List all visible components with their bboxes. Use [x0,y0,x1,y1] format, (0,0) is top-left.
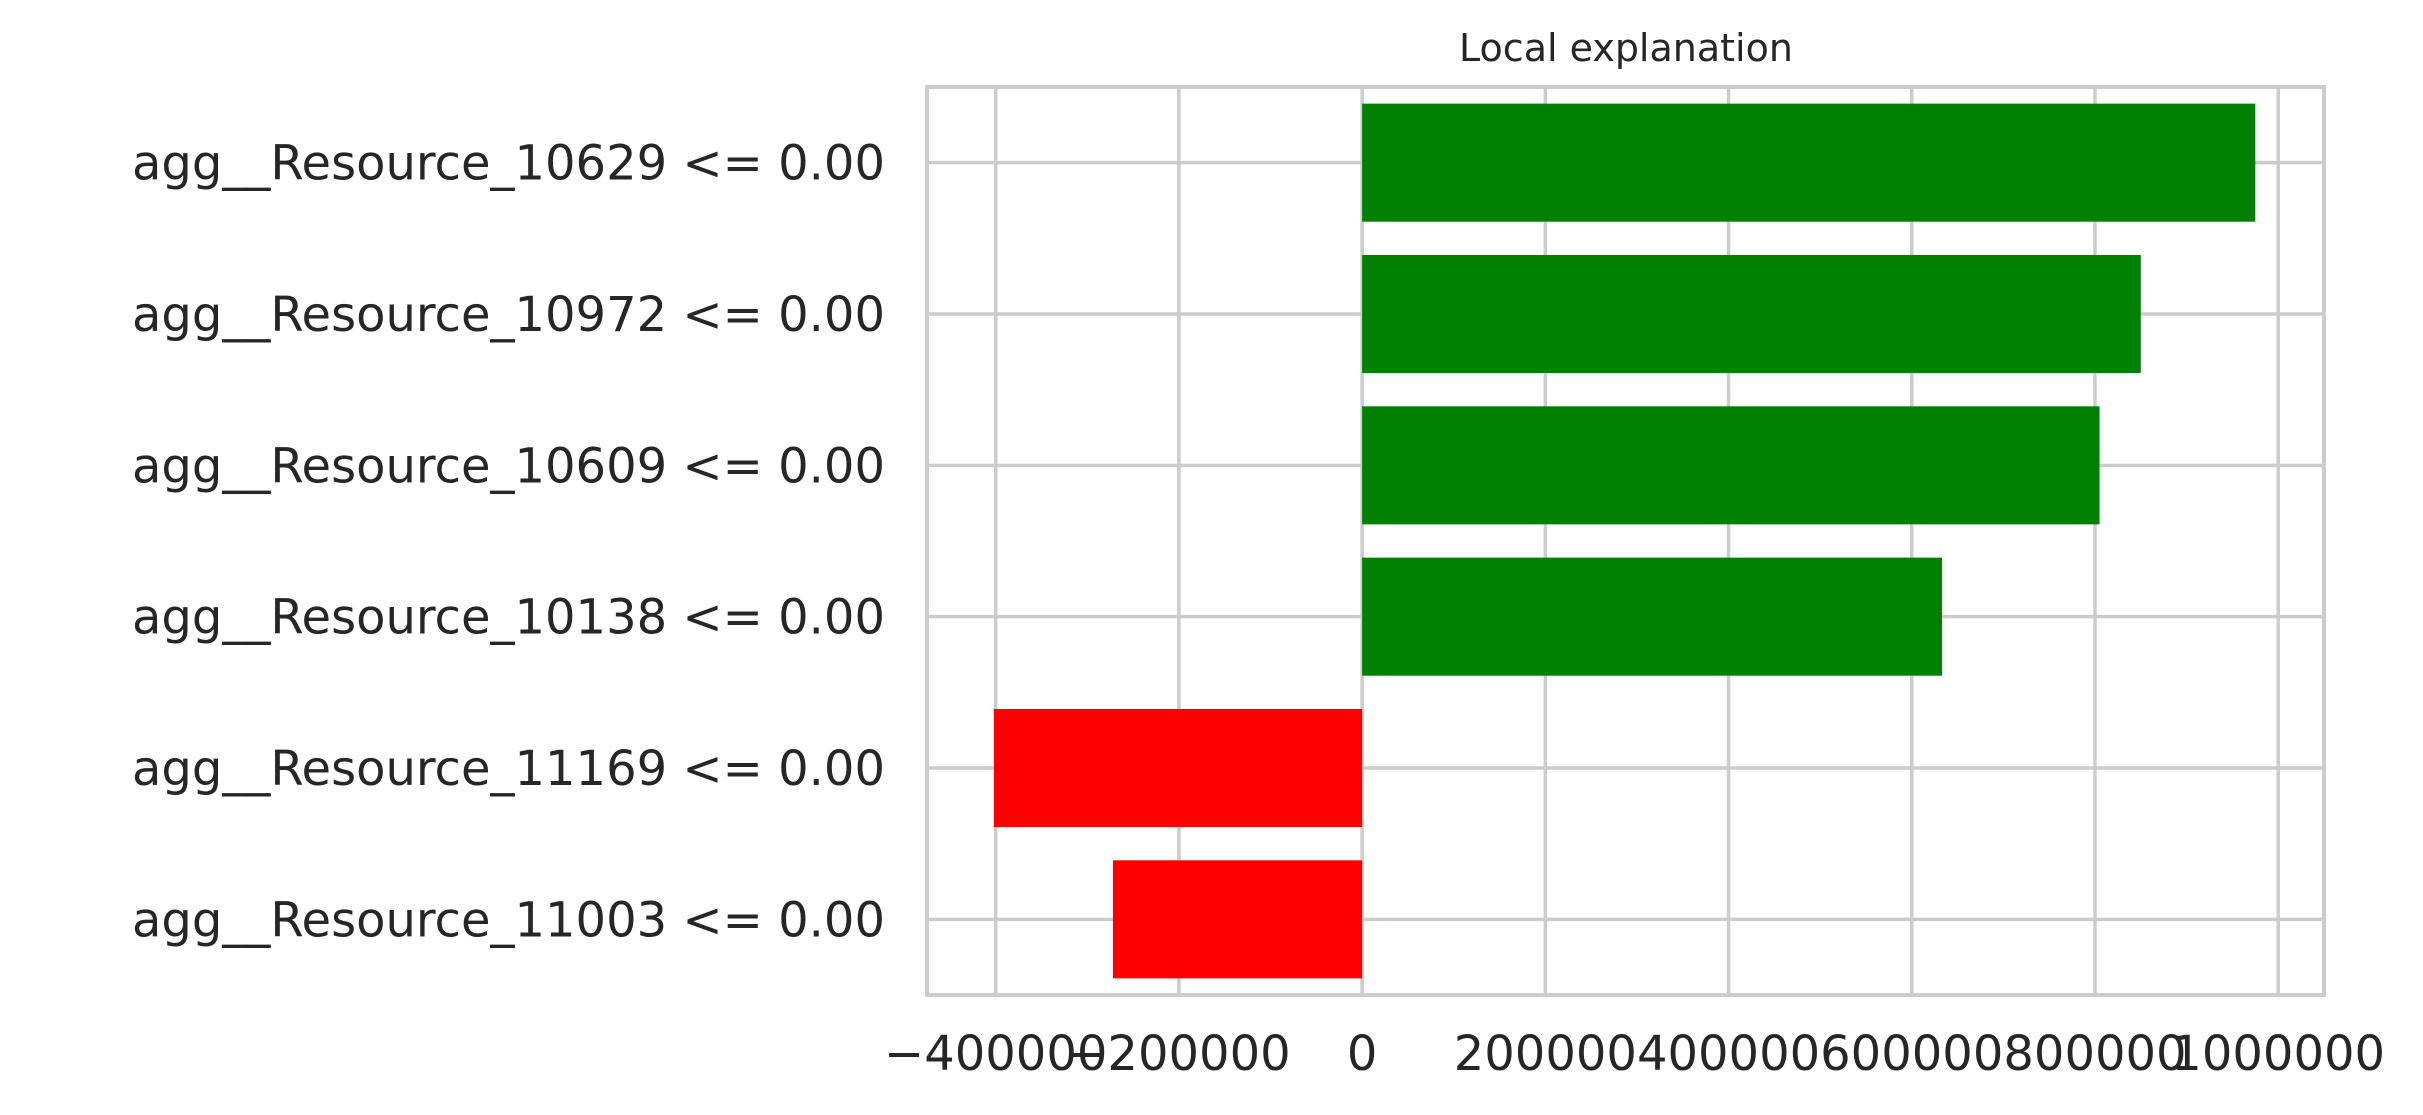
x-tick-label: −200000 [1067,1026,1290,1082]
grid [927,87,2324,995]
y-tick-label: agg__Resource_10609 <= 0.00 [132,438,885,494]
plot-frame [925,85,2326,997]
x-tick-label: 0 [1347,1026,1378,1082]
bars [993,103,2256,979]
y-tick-label: agg__Resource_10629 <= 0.00 [132,136,885,192]
bar [1362,557,1943,676]
y-tick-labels: agg__Resource_10629 <= 0.00 agg__Resource… [132,136,885,949]
x-tick-label: 800000 [2003,1026,2186,1082]
bar [1362,406,2100,525]
x-tick-labels: −400000−200000 0 200000 400000 600000 8000001… [884,1026,2385,1082]
y-tick-label: agg__Resource_11003 <= 0.00 [132,892,885,948]
y-tick-label: agg__Resource_10138 <= 0.00 [132,590,885,646]
x-tick-label: −400000 [884,1026,1107,1082]
y-tick-label: agg__Resource_10972 <= 0.00 [132,287,885,343]
y-tick-label: agg__Resource_11169 <= 0.00 [132,741,885,797]
bar [1362,254,2141,374]
x-tick-label: 200000 [1454,1026,1637,1082]
x-tick-label: 600000 [1820,1026,2003,1082]
bar [993,708,1363,828]
x-tick-label: 1000000 [2171,1026,2385,1082]
x-tick-label: 400000 [1637,1026,1820,1082]
bar [1362,103,2256,222]
chart-title: Local explanation [1459,26,1793,70]
bar [1112,860,1363,979]
